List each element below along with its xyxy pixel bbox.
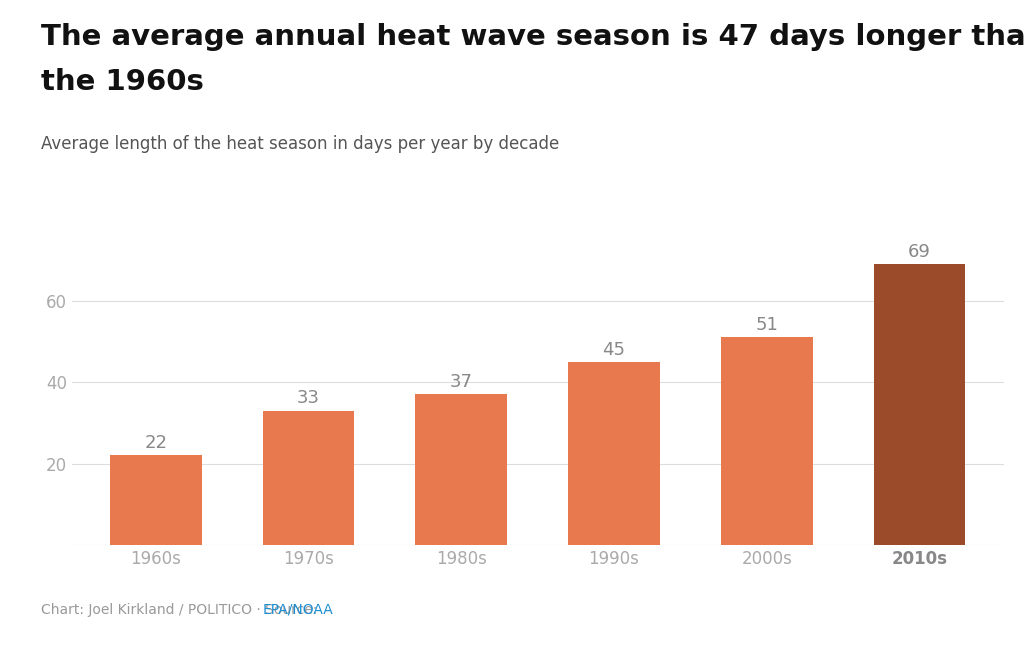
Text: 37: 37 [450, 373, 473, 391]
Bar [568, 362, 659, 545]
Text: 69: 69 [908, 243, 931, 261]
Text: Average length of the heat season in days per year by decade: Average length of the heat season in day… [41, 135, 559, 154]
Text: EPA/NOAA: EPA/NOAA [262, 602, 333, 617]
Text: The average annual heat wave season is 47 days longer than during: The average annual heat wave season is 4… [41, 23, 1024, 50]
Bar [110, 455, 202, 545]
Text: the 1960s: the 1960s [41, 68, 204, 95]
Text: 22: 22 [144, 434, 167, 452]
Bar [262, 411, 354, 545]
Text: Chart: Joel Kirkland / POLITICO · Source:: Chart: Joel Kirkland / POLITICO · Source… [41, 602, 322, 617]
Bar [416, 394, 507, 545]
Text: 51: 51 [756, 316, 778, 334]
Bar [873, 264, 966, 545]
Text: 45: 45 [602, 341, 626, 359]
Bar [721, 337, 813, 545]
Text: 33: 33 [297, 390, 319, 408]
